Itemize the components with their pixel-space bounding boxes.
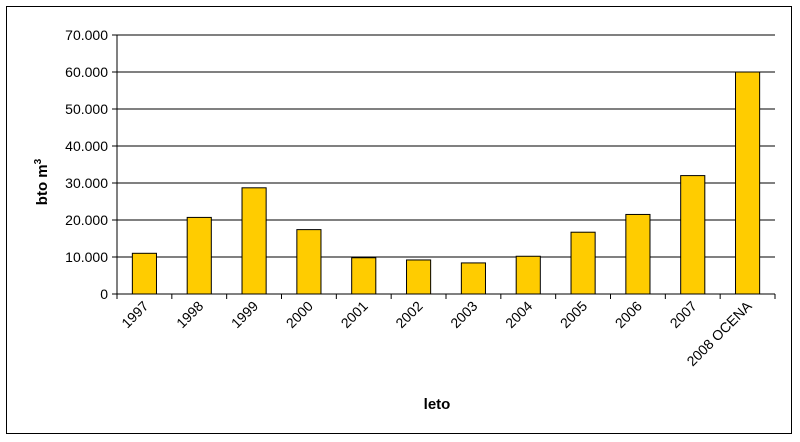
bar [406, 259, 432, 295]
y-tick-label: 30.000 [65, 175, 108, 191]
y-tick-label: 60.000 [65, 64, 108, 80]
x-tick-label: 2006 [612, 298, 645, 331]
x-tick-label: 1998 [173, 298, 206, 331]
y-tick-label: 10.000 [65, 249, 108, 265]
y-tick-label: 70.000 [65, 27, 108, 43]
bar [460, 262, 486, 295]
bar [296, 229, 322, 295]
x-tick-label: 2007 [667, 298, 700, 331]
bar [241, 187, 267, 295]
bar [735, 71, 761, 295]
y-tick-label: 50.000 [65, 101, 108, 117]
bar [186, 216, 212, 295]
bar [625, 213, 651, 295]
y-tick-labels: 0 10.000 20.000 30.000 40.000 50.000 60.000 70.… [65, 27, 117, 302]
y-tick-label: 40.000 [65, 138, 108, 154]
y-axis-title-superscript: 3 [33, 158, 44, 164]
x-tick-label: 1999 [228, 298, 261, 331]
bar [131, 252, 157, 295]
bars [131, 71, 761, 295]
y-tick-label: 20.000 [65, 212, 108, 228]
bar [570, 231, 596, 295]
x-tick-label: 2005 [557, 298, 590, 331]
x-tick-label: 2002 [392, 298, 425, 331]
y-tick-label: 0 [100, 286, 108, 302]
x-tick-label: 2003 [447, 298, 480, 331]
gridlines [117, 34, 775, 258]
x-tick-labels: 1997 1998 1999 2000 2001 2002 2003 2004 2005 2006… [116, 294, 776, 369]
bar [351, 257, 377, 295]
x-axis-title: leto [424, 396, 451, 413]
bar [680, 175, 706, 295]
x-tick-label: 2004 [502, 298, 535, 331]
x-tick-label: 2000 [283, 298, 316, 331]
x-tick-label: 2001 [338, 298, 371, 331]
y-axis-title: bto m3 [33, 158, 51, 205]
bar [515, 255, 541, 295]
x-tick-label: 1997 [118, 298, 151, 331]
y-axis-title-main: bto m [34, 164, 51, 205]
axes [116, 35, 775, 295]
